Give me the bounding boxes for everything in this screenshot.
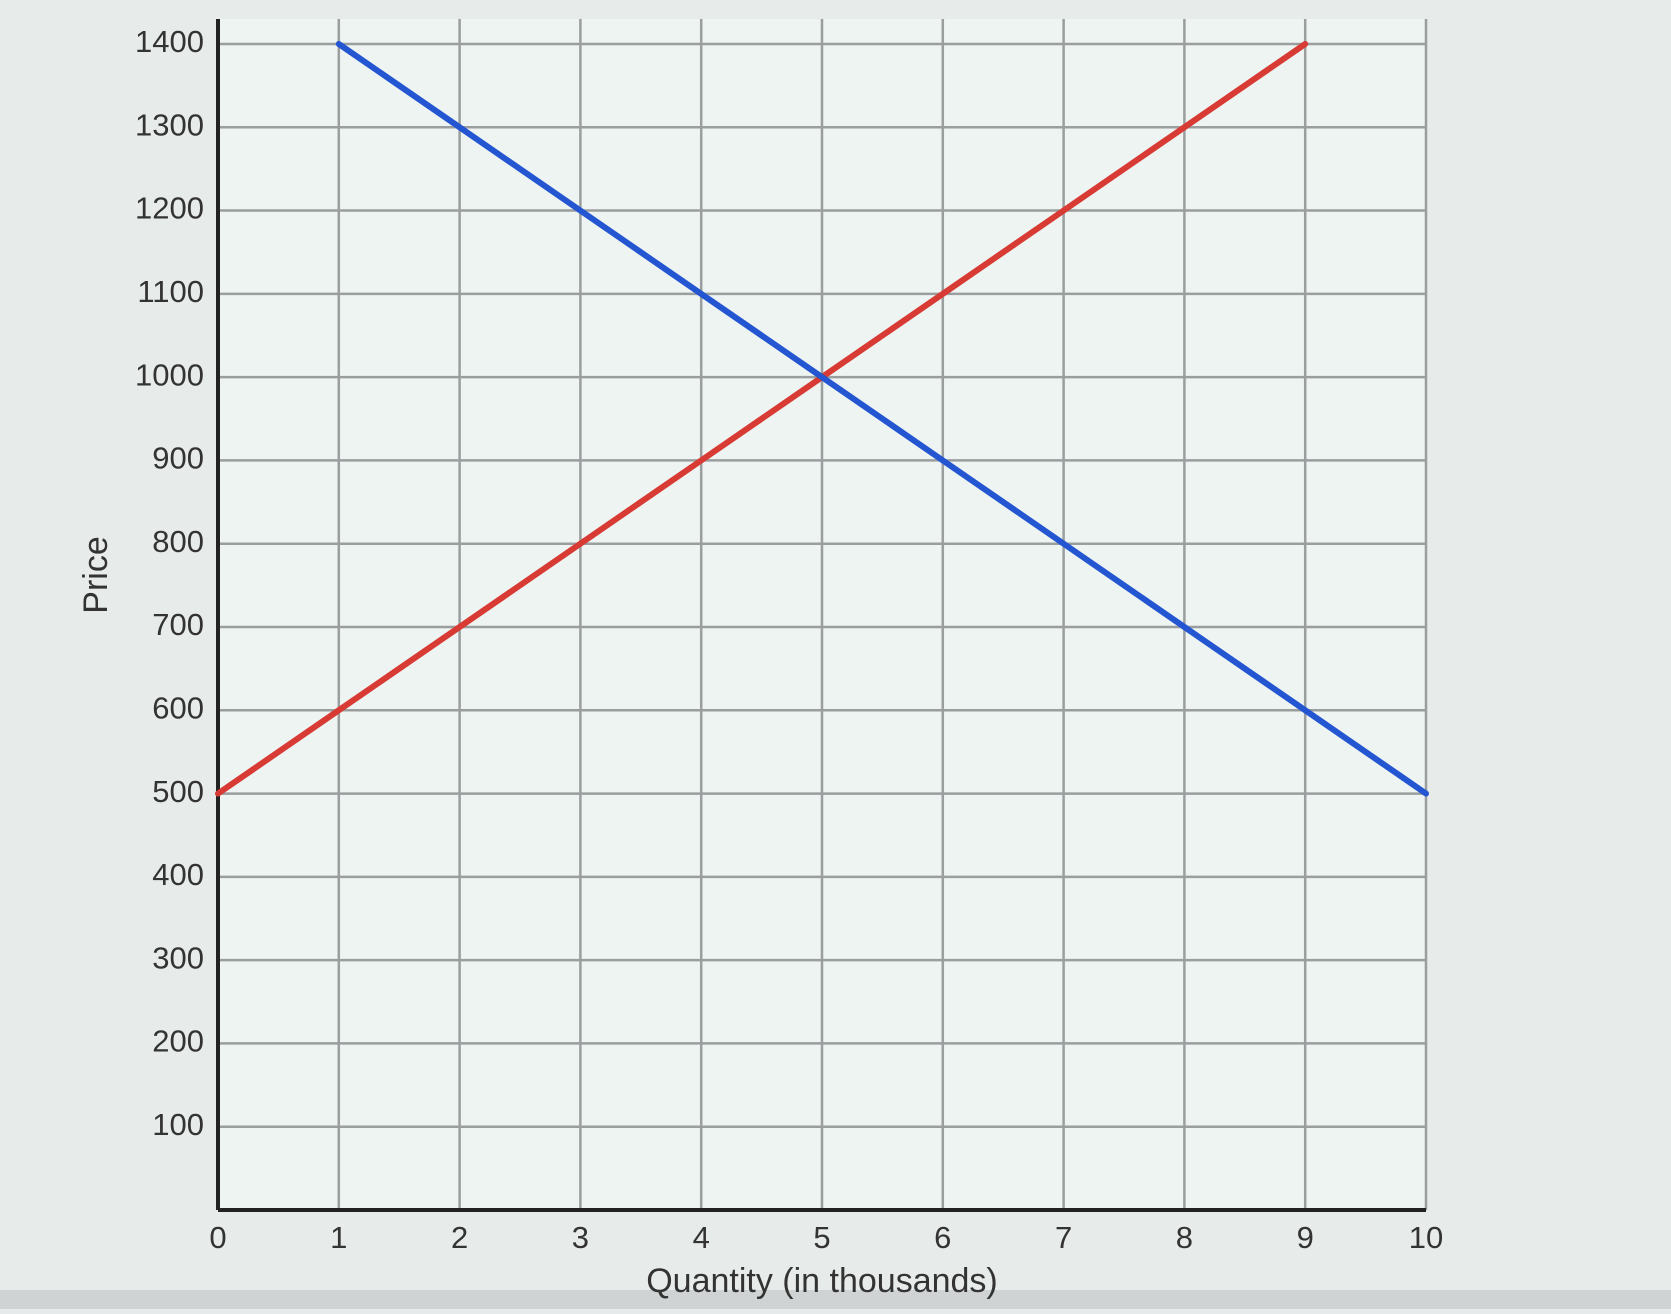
y-tick-label: 200 [152,1024,204,1059]
x-tick-label: 6 [934,1220,951,1255]
y-tick-label: 600 [152,690,204,725]
y-tick-label: 300 [152,940,204,975]
x-tick-label: 4 [693,1220,710,1255]
series-line [335,40,1429,797]
y-tick-label: 1000 [135,357,204,392]
x-tick-label: 10 [1409,1220,1443,1255]
y-tick-label: 1100 [137,274,204,309]
series-line [215,40,1309,797]
x-tick-label: 5 [813,1220,830,1255]
x-tick-label: 0 [209,1220,226,1255]
y-tick-label: 1200 [135,191,204,226]
y-tick-label: 900 [152,441,204,476]
y-tick-label: 1400 [135,24,204,59]
x-tick-label: 2 [451,1220,468,1255]
x-axis-label: Quantity (in thousands) [646,1262,998,1300]
x-tick-label: 9 [1297,1220,1314,1255]
y-tick-label: 100 [152,1107,204,1142]
y-tick-label: 1300 [135,107,204,142]
x-tick-label: 8 [1176,1220,1193,1255]
x-tick-label: 7 [1055,1220,1072,1255]
x-tick-label: 1 [330,1220,347,1255]
y-tick-label: 700 [152,607,204,642]
y-tick-label: 400 [152,857,204,892]
y-tick-label: 800 [152,524,204,559]
y-axis-label: Price [77,536,115,613]
y-tick-label: 500 [152,774,204,809]
x-tick-label: 3 [572,1220,589,1255]
bottom-strip [0,1290,1671,1309]
